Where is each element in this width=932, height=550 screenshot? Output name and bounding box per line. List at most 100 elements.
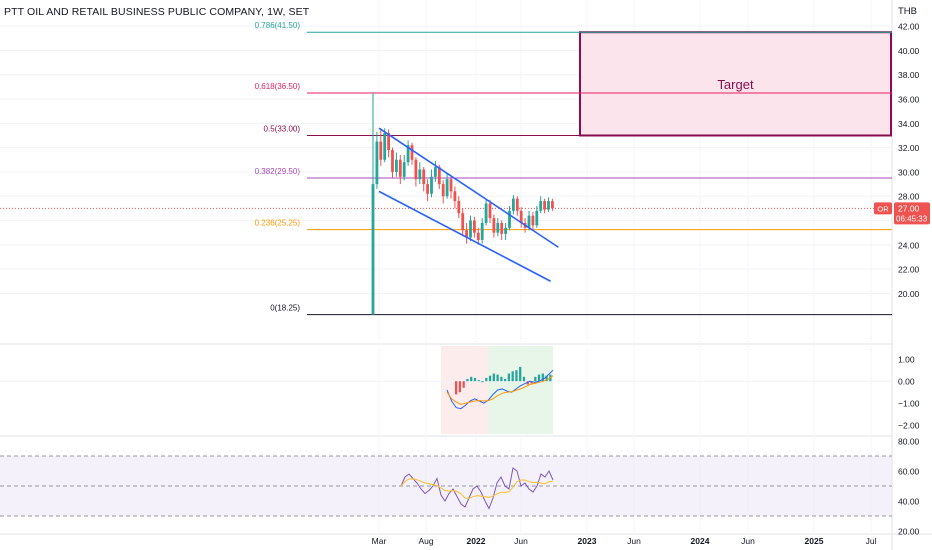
macd-histogram-bar	[507, 373, 511, 382]
candle	[465, 222, 468, 244]
candle	[480, 218, 484, 244]
candle-body	[391, 150, 394, 172]
candle-body	[387, 133, 390, 151]
macd-histogram-bar	[488, 375, 492, 382]
candle-body	[441, 184, 445, 197]
candle	[379, 128, 383, 166]
candle	[375, 131, 379, 189]
y-tick-label: 24.00	[898, 240, 920, 250]
channel-trendline[interactable]	[378, 190, 551, 282]
candle	[430, 169, 433, 198]
symbol-tag-label: OR	[877, 204, 889, 213]
candle-body	[547, 201, 550, 210]
candle-body	[500, 222, 504, 234]
rsi-ma-line	[400, 478, 554, 499]
x-tick-label: Jun	[741, 536, 755, 546]
candle	[543, 198, 546, 214]
macd-bg-bear	[441, 346, 489, 434]
chart-title: PTT OIL AND RETAIL BUSINESS PUBLIC COMPA…	[4, 6, 310, 18]
candle	[469, 215, 472, 242]
candle-body	[465, 230, 468, 238]
candle	[535, 205, 539, 228]
y-tick-label: 0.00	[898, 377, 915, 387]
macd-histogram-bar	[541, 373, 544, 382]
target-label: Target	[717, 77, 754, 92]
candle	[434, 160, 437, 182]
target-zone[interactable]	[579, 31, 892, 137]
macd-histogram-bar	[492, 373, 495, 382]
macd-line	[446, 369, 554, 410]
candle	[484, 198, 488, 226]
y-tick-label: 42.00	[898, 22, 920, 32]
price-tag-countdown: 06:45:33	[896, 214, 928, 223]
candle	[504, 222, 507, 240]
macd-histogram-bar	[534, 376, 537, 382]
candle	[410, 142, 414, 165]
candle-body	[395, 159, 398, 172]
candle-body	[430, 176, 433, 194]
macd-histogram-bar	[481, 381, 484, 383]
candle-body	[551, 201, 554, 209]
candle	[461, 208, 465, 236]
candle	[398, 154, 402, 185]
macd-histogram-bar	[519, 366, 522, 382]
channel-trendline[interactable]	[378, 127, 559, 248]
y-tick-label: 40.00	[898, 497, 920, 507]
y-tick-label: 1.00	[898, 355, 915, 365]
candle	[445, 173, 449, 199]
candle-body	[492, 218, 496, 233]
y-tick-label: 38.00	[898, 70, 920, 80]
price-tag-value: 27.00	[898, 203, 920, 213]
candle-body	[379, 141, 383, 160]
candle	[473, 216, 476, 238]
candle	[441, 180, 445, 204]
candle-body	[508, 210, 511, 228]
y-tick-label: 80.00	[898, 437, 920, 447]
candle-body	[402, 162, 406, 177]
candle-body	[445, 179, 449, 197]
y-tick-label: 30.00	[898, 167, 920, 177]
candle	[488, 199, 492, 223]
candle	[414, 157, 418, 187]
candle-body	[398, 159, 402, 177]
candle-body	[484, 203, 488, 223]
price-tag	[894, 202, 930, 225]
candle	[391, 147, 394, 178]
candle	[453, 186, 457, 209]
candle	[395, 152, 398, 177]
x-tick-label: Aug	[418, 536, 433, 546]
macd-histogram-bar	[473, 377, 477, 382]
fib-level-label: 0(18.25)	[270, 304, 300, 313]
y-tick-label: 40.00	[898, 46, 920, 56]
candle	[519, 207, 523, 228]
candle-body	[371, 184, 375, 315]
candle-body	[457, 201, 461, 214]
y-tick-label: −2.00	[898, 421, 920, 431]
candle-body	[512, 198, 515, 211]
candle-body	[473, 220, 476, 233]
macd-histogram-bar	[511, 371, 514, 382]
candle	[539, 196, 543, 214]
y-tick-label: 34.00	[898, 119, 920, 129]
candle	[508, 205, 511, 231]
candle	[551, 198, 554, 211]
candle-body	[434, 167, 437, 177]
y-tick-label: −1.00	[898, 399, 920, 409]
candle	[547, 197, 550, 213]
candle	[371, 92, 375, 315]
macd-histogram-bar	[530, 381, 533, 384]
macd-histogram-bar	[526, 381, 529, 385]
x-tick-label: 2024	[691, 536, 710, 546]
fib-level-label: 0.786(41.50)	[255, 21, 301, 30]
macd-histogram-bar	[496, 374, 499, 382]
macd-histogram-bar	[522, 376, 526, 382]
candle	[406, 140, 410, 166]
signal-line	[446, 375, 554, 405]
candle-body	[426, 184, 429, 194]
candle	[422, 167, 426, 192]
macd-histogram-bar	[462, 381, 465, 388]
candle	[496, 218, 500, 237]
candle-body	[531, 215, 535, 226]
candle-body	[437, 167, 441, 185]
